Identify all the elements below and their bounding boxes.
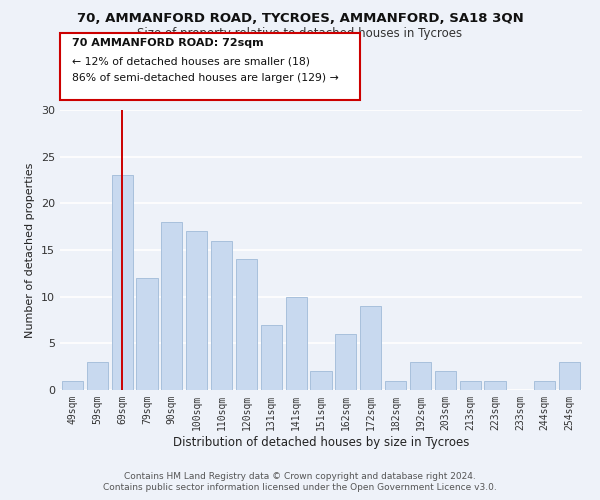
Text: ← 12% of detached houses are smaller (18): ← 12% of detached houses are smaller (18… <box>72 56 310 66</box>
Bar <box>435 372 456 390</box>
Bar <box>460 380 481 390</box>
Bar <box>112 176 133 390</box>
Text: 86% of semi-detached houses are larger (129) →: 86% of semi-detached houses are larger (… <box>72 74 339 84</box>
Bar <box>161 222 182 390</box>
Bar <box>236 260 257 390</box>
Y-axis label: Number of detached properties: Number of detached properties <box>25 162 35 338</box>
X-axis label: Distribution of detached houses by size in Tycroes: Distribution of detached houses by size … <box>173 436 469 448</box>
Bar <box>534 380 555 390</box>
Bar <box>136 278 158 390</box>
Text: Contains HM Land Registry data © Crown copyright and database right 2024.: Contains HM Land Registry data © Crown c… <box>124 472 476 481</box>
Bar <box>335 334 356 390</box>
Bar <box>186 232 207 390</box>
Bar <box>286 296 307 390</box>
Text: 70 AMMANFORD ROAD: 72sqm: 70 AMMANFORD ROAD: 72sqm <box>72 38 263 48</box>
Bar <box>559 362 580 390</box>
Bar <box>211 240 232 390</box>
Bar <box>410 362 431 390</box>
Text: Size of property relative to detached houses in Tycroes: Size of property relative to detached ho… <box>137 28 463 40</box>
Bar <box>310 372 332 390</box>
Bar <box>484 380 506 390</box>
Bar <box>261 324 282 390</box>
Bar <box>360 306 381 390</box>
Bar <box>62 380 83 390</box>
Text: 70, AMMANFORD ROAD, TYCROES, AMMANFORD, SA18 3QN: 70, AMMANFORD ROAD, TYCROES, AMMANFORD, … <box>77 12 523 26</box>
Bar <box>385 380 406 390</box>
Text: Contains public sector information licensed under the Open Government Licence v3: Contains public sector information licen… <box>103 484 497 492</box>
Bar <box>87 362 108 390</box>
